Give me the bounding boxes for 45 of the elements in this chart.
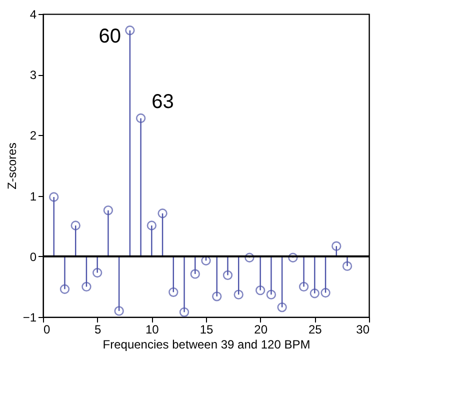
- y-tick-label: 2: [30, 128, 37, 143]
- point: [114, 306, 124, 316]
- point: [136, 113, 146, 124]
- annotation: 60: [98, 25, 122, 48]
- x-tick-label: 25: [308, 322, 322, 336]
- point: [288, 252, 298, 262]
- annotation: 63: [152, 91, 174, 114]
- point: [255, 286, 266, 296]
- point: [82, 282, 92, 292]
- y-tick-label: 1: [30, 189, 37, 204]
- point: [310, 288, 320, 298]
- point: [92, 268, 102, 278]
- point: [158, 208, 168, 218]
- point: [332, 241, 342, 251]
- point: [49, 192, 59, 202]
- point: [320, 288, 330, 298]
- point: [179, 307, 190, 317]
- y-tick-label: 4: [30, 8, 37, 22]
- point: [244, 252, 254, 262]
- x-tick-label: 15: [200, 322, 214, 336]
- point: [168, 287, 178, 297]
- point: [342, 261, 352, 271]
- point: [60, 284, 70, 294]
- y-tick-label: 0: [30, 250, 37, 264]
- x-tick-label: 0: [44, 322, 50, 336]
- x-axis-title: Frequencies between 39 and 120 BPM: [102, 338, 310, 352]
- x-tick-label: 20: [254, 322, 268, 336]
- x-tick-label: 10: [145, 322, 160, 336]
- point: [266, 290, 276, 300]
- point: [201, 256, 211, 266]
- point: [190, 269, 200, 279]
- x-tick-label: 30: [356, 322, 370, 336]
- point: [234, 290, 244, 300]
- y-tick-label: −1: [22, 310, 37, 324]
- y-tick-label: 3: [30, 68, 37, 82]
- point: [212, 292, 222, 302]
- point: [298, 282, 309, 292]
- y-axis-title: Z-scores: [4, 142, 19, 190]
- point: [70, 220, 80, 230]
- point: [125, 26, 135, 36]
- point: [103, 206, 114, 216]
- point: [222, 270, 233, 280]
- x-tick-label: 5: [94, 322, 102, 336]
- point: [146, 220, 156, 230]
- point: [277, 302, 287, 312]
